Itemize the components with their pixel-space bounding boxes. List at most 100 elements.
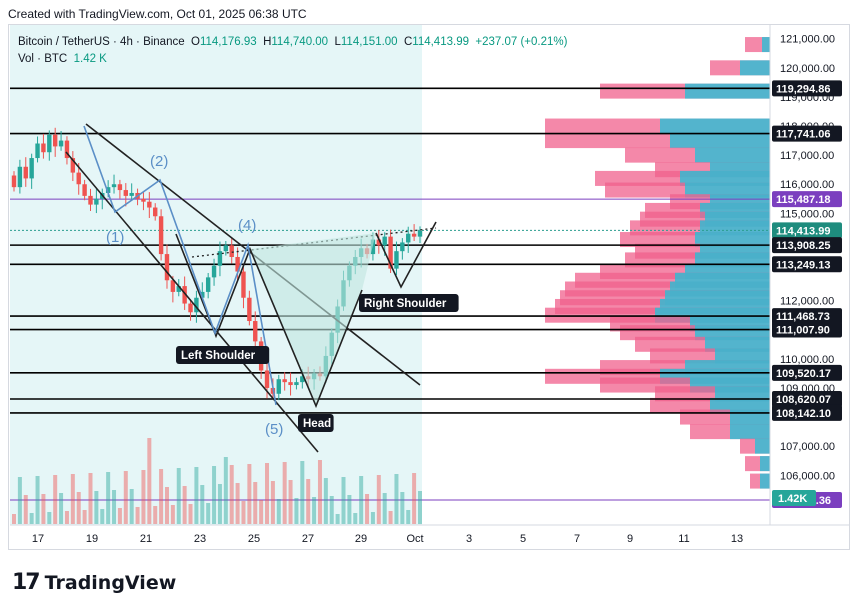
volume-bar (159, 469, 164, 524)
y-tick-label: 110,000.00 (780, 354, 834, 366)
volume-bar (141, 470, 146, 524)
volume-bar (23, 495, 28, 524)
x-tick-label: 19 (86, 533, 98, 545)
volume-profile-bar (762, 37, 770, 53)
candle-body (88, 195, 93, 205)
volume-bar (241, 501, 246, 524)
volume-bar (88, 473, 93, 524)
volume-label[interactable]: Vol · BTC (18, 53, 68, 65)
candle-body (123, 190, 128, 196)
volume-profile-bar (695, 232, 770, 248)
price-tag-bg (772, 237, 842, 254)
x-tick-label: 21 (140, 533, 152, 545)
chart-legend: Bitcoin / TetherUS · 4h · Binance O114,1… (18, 34, 567, 68)
symbol-label[interactable]: Bitcoin / TetherUS · 4h · Binance (18, 36, 185, 48)
candle-body (29, 158, 34, 179)
low-value: 114,151.00 (340, 36, 398, 48)
price-tag-bg (772, 364, 842, 381)
y-tick-label: 116,000.00 (780, 179, 834, 191)
candle-body (164, 254, 170, 281)
candle-body (417, 230, 423, 237)
candle-body (35, 143, 40, 159)
volume-bar (176, 468, 181, 524)
left-shoulder-tag: Left Shoulder (181, 350, 256, 362)
volume-bar (106, 472, 111, 524)
candle-body (23, 166, 28, 179)
volume-bar (17, 477, 22, 524)
candle-body (70, 158, 76, 173)
candle-body (170, 280, 176, 292)
volume-bar (29, 513, 34, 524)
price-tag: 119,294.86 (776, 83, 830, 95)
candle-body (188, 303, 193, 313)
volume-bar (294, 498, 299, 524)
price-tag: 108,142.10 (776, 408, 831, 420)
volume-profile-bar (760, 473, 770, 489)
volume-profile-bar (685, 182, 770, 198)
open-value: 114,176.93 (199, 36, 257, 48)
tradingview-logo-icon: 17 (12, 570, 41, 595)
candle-body (141, 198, 146, 202)
volume-profile-bar (715, 386, 770, 402)
volume-value: 1.42 K (73, 53, 107, 65)
volume-bar (194, 467, 199, 524)
volume-bar (365, 494, 370, 524)
volume-bar (259, 500, 264, 524)
volume-tag-bg (772, 490, 816, 506)
volume-bar (135, 507, 140, 524)
volume-profile-bar (755, 438, 770, 454)
x-tick-label: 25 (248, 533, 260, 545)
candle-body (247, 297, 252, 322)
volume-bar (335, 514, 340, 524)
volume-bar (82, 510, 87, 524)
elliott-wave-line (83, 125, 277, 406)
price-tag-bg (772, 321, 842, 338)
low-label: L (334, 36, 341, 48)
volume-bar (153, 506, 158, 524)
candle-body (41, 143, 46, 153)
candle-body (382, 236, 387, 246)
volume-bar (200, 485, 205, 524)
candle-body (11, 175, 17, 188)
volume-profile-bar (730, 424, 770, 440)
volume-bar (300, 461, 305, 524)
volume-bar (217, 484, 222, 524)
volume-bar (312, 497, 317, 524)
candle-body (217, 251, 223, 266)
volume-bar (64, 511, 69, 524)
candle-body (411, 233, 417, 237)
price-tag-bg (772, 391, 842, 408)
volume-bar (329, 496, 334, 524)
volume-bar (400, 492, 405, 524)
volume-profile-bar (660, 118, 770, 134)
candle-body (111, 184, 117, 188)
right-shoulder-outline (375, 221, 437, 289)
neckline (191, 227, 437, 258)
volume-profile-bar (670, 133, 770, 149)
candle-body (211, 265, 217, 278)
candle-body (153, 207, 158, 217)
volume-bar (170, 505, 175, 524)
volume-profile-bar (740, 60, 770, 76)
volume-bar (47, 512, 52, 524)
volume-bar (229, 465, 234, 524)
x-tick-label: 11 (678, 533, 689, 545)
tradingview-wordmark: TradingView (44, 571, 177, 594)
y-tick-label: 115,000.00 (780, 208, 834, 220)
open-label: O (191, 36, 200, 48)
volume-bar (112, 490, 117, 524)
y-tick-label: 121,000.00 (780, 34, 835, 46)
x-tick-label: 3 (466, 533, 472, 545)
y-tick-label: 106,000.00 (780, 470, 835, 482)
tradingview-logo[interactable]: 17 TradingView (12, 570, 176, 595)
volume-bar (382, 493, 387, 524)
candle-body (205, 277, 211, 292)
volume-bar (53, 475, 58, 524)
x-tick-label: 13 (731, 533, 743, 545)
volume-bar (388, 511, 393, 524)
volume-bar (270, 481, 275, 524)
volume-bar (247, 464, 252, 524)
y-tick-label: 107,000.00 (780, 441, 835, 453)
volume-bar (76, 492, 81, 524)
